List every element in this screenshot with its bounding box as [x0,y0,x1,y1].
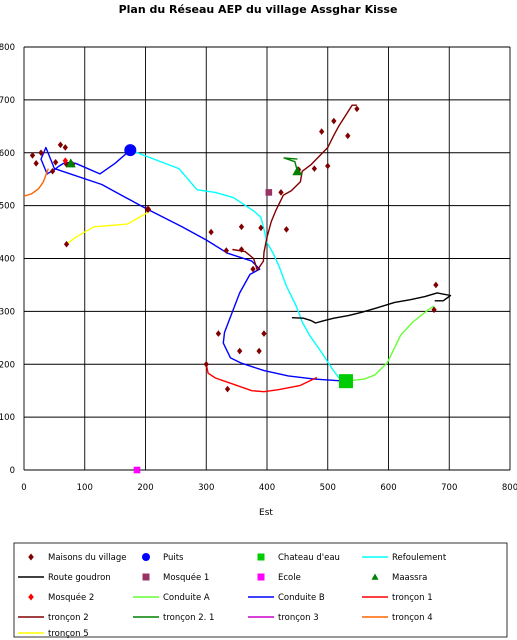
data-point [265,189,273,196]
data-point [62,157,68,164]
data-point [292,166,303,176]
legend-label: tronçon 5 [48,629,89,639]
y-tick-label: 700 [0,96,15,106]
data-point [215,330,222,337]
data-point [29,152,36,159]
data-point [63,240,70,248]
data-point [431,306,437,314]
y-tick-label: 200 [0,360,15,370]
data-point [65,158,76,168]
legend-label: Maassra [392,573,427,583]
legend-label: Conduite A [163,593,210,603]
x-tick-label: 800 [502,483,517,493]
legend-label: Chateau d'eau [278,553,340,563]
legend-swatch [142,553,150,561]
data-point [62,144,68,151]
legend-swatch [257,573,265,581]
x-tick-label: 0 [21,483,26,493]
data-point [256,347,262,355]
legend-label: Mosquée 2 [48,592,94,603]
series-line [130,149,347,382]
gridlines [23,46,511,471]
legend-swatch [257,553,265,561]
data-point [261,330,267,337]
data-point [238,246,245,253]
data-point [223,247,229,254]
series-line [205,364,318,393]
x-tick-label: 700 [441,483,457,493]
data-point [345,132,351,140]
data-point [325,162,331,170]
data-point [319,128,325,135]
series-line [66,211,149,245]
y-tick-label: 500 [0,202,15,212]
y-tick-label: 0 [10,466,15,476]
data-point [38,149,44,157]
chart-title: Plan du Réseau AEP du village Assghar Ki… [119,3,398,16]
y-tick-label: 100 [0,413,15,423]
legend-label: Mosquée 1 [163,572,209,583]
data-point [258,224,264,232]
legend-label: tronçon 2. 1 [163,613,214,623]
x-tick-label: 300 [198,483,214,493]
legend-label: Maisons du village [48,553,126,563]
legend-swatch [28,593,34,601]
x-tick-label: 400 [259,483,275,493]
x-axis-label: Est [259,508,273,518]
legend-label: tronçon 3 [278,613,319,623]
legend-label: Conduite B [278,593,325,603]
legend-label: tronçon 4 [392,613,433,623]
x-tick-label: 500 [320,483,336,493]
legend-swatch [142,573,150,581]
legend: Maisons du village Puits Chateau d'eau Refo… [13,542,508,639]
x-tick-label: 600 [380,483,396,493]
data-point [354,105,360,113]
series-line [291,292,452,324]
data-point [331,117,337,125]
legend-swatch [371,573,379,580]
legend-label: tronçon 2 [48,613,89,623]
data-point [338,374,353,389]
y-tick-label: 400 [0,255,15,265]
data-point [433,281,439,289]
legend-label: Route goudron [48,573,111,583]
data-point [208,228,214,236]
data-point [203,360,209,368]
data-point [52,158,59,166]
legend-label: Refoulement [392,553,447,563]
series-line [23,168,49,197]
tick-labels: 0 100 200 300 400 500 600 700 800 0 100 200 300 400 50… [0,43,517,493]
plot-area: 0 100 200 300 400 500 600 700 800 0 100 200 300 400 50… [0,43,517,493]
data-point [278,189,284,196]
series-line [232,104,357,271]
legend-label: tronçon 1 [392,593,433,603]
data-point [145,206,152,213]
data-point [250,265,256,273]
data-point [49,167,56,175]
data-point [238,223,245,231]
y-tick-label: 600 [0,149,15,159]
data-point [283,226,290,233]
series-line [40,146,347,382]
data-point [33,160,39,167]
x-tick-label: 100 [77,483,93,493]
data-point [224,385,231,393]
series-line [283,157,299,172]
data-point [124,144,137,157]
data-point [311,165,318,172]
y-tick-label: 300 [0,307,15,317]
data-point [237,347,243,355]
series-line [345,305,435,382]
legend-label: Ecole [278,573,301,583]
data-point [133,466,141,474]
legend-swatch [28,553,34,561]
x-tick-label: 200 [137,483,153,493]
data-point [57,141,64,149]
legend-label: Puits [163,553,184,563]
y-tick-label: 800 [0,43,15,53]
